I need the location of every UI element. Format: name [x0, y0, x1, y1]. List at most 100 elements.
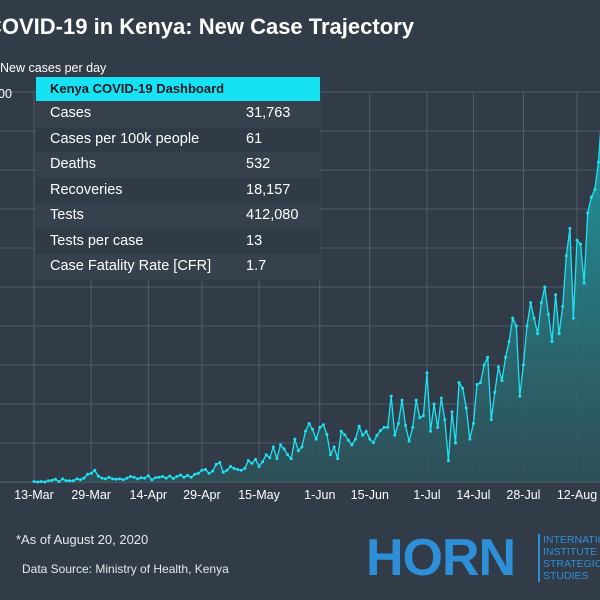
data-point: [39, 480, 43, 484]
data-point: [204, 468, 207, 471]
data-point: [193, 472, 197, 476]
data-point: [332, 445, 336, 449]
data-point: [161, 475, 165, 478]
data-point: [246, 459, 250, 463]
data-point: [107, 475, 111, 479]
data-point: [350, 443, 354, 447]
data-point: [103, 477, 107, 481]
data-point: [182, 475, 186, 479]
data-point: [82, 476, 86, 480]
data-point: [254, 457, 257, 461]
data-point: [211, 469, 215, 473]
data-point: [157, 475, 161, 479]
data-point: [143, 476, 147, 480]
data-point: [571, 316, 575, 320]
data-point: [196, 471, 200, 475]
data-point: [396, 422, 400, 425]
dashboard-row-value: 412,080: [246, 207, 299, 223]
dashboard-row-cases: Cases 31,763: [36, 101, 320, 127]
data-point: [311, 427, 315, 431]
y-axis-tick-label: 00: [0, 87, 12, 101]
dashboard-heading: Kenya COVID-19 Dashboard: [36, 77, 320, 101]
data-point: [289, 457, 293, 461]
dashboard-row-label: Recoveries: [50, 181, 123, 198]
data-point: [207, 471, 211, 475]
dashboard-row-recoveries: Recoveries 18,157: [36, 177, 320, 203]
data-point: [425, 371, 429, 375]
data-point: [507, 340, 511, 344]
data-point: [518, 394, 522, 398]
x-tick-label: 15-May: [238, 488, 280, 502]
data-point: [561, 305, 565, 308]
data-point: [282, 447, 286, 451]
data-point: [511, 316, 515, 320]
data-point: [129, 475, 132, 478]
data-point: [354, 437, 357, 441]
data-point: [361, 433, 365, 437]
data-point: [568, 227, 572, 230]
x-tick-label: 29-Mar: [71, 488, 111, 502]
data-point: [111, 477, 115, 481]
data-point: [93, 468, 97, 472]
data-point: [61, 477, 65, 481]
dashboard-row-label: Case Fatality Rate [CFR]: [50, 258, 212, 274]
data-point: [525, 324, 529, 328]
data-point: [229, 464, 232, 468]
data-point: [536, 332, 540, 336]
data-point: [214, 462, 218, 466]
data-point: [539, 301, 543, 305]
data-point: [50, 478, 54, 482]
dashboard-row-value: 1.7: [246, 258, 267, 274]
data-point: [446, 459, 450, 463]
dashboard-row-cfr: Case Fatality Rate [CFR] 1.7: [36, 254, 320, 280]
dashboard-row-cases-per-100k: Cases per 100k people 61: [36, 126, 320, 152]
data-point: [504, 355, 508, 359]
data-point: [379, 429, 382, 432]
data-point: [429, 429, 432, 433]
data-point: [443, 418, 447, 422]
data-point: [336, 457, 340, 461]
data-point: [421, 414, 425, 418]
data-point: [89, 471, 93, 475]
data-point: [175, 475, 179, 478]
data-point: [357, 424, 361, 428]
data-point: [114, 477, 118, 481]
data-point: [264, 453, 268, 457]
data-point: [225, 468, 229, 472]
data-point: [546, 312, 550, 316]
data-point: [275, 457, 279, 461]
logo-subtitle-line: INSTITUTE F: [543, 546, 600, 558]
data-point: [521, 363, 525, 367]
data-point: [189, 475, 193, 479]
series-points: [32, 160, 600, 484]
data-point: [121, 478, 125, 482]
logo-word: HORN: [366, 529, 516, 587]
data-point: [404, 423, 407, 427]
data-point: [414, 398, 418, 402]
footnote: *As of August 20, 2020: [16, 532, 149, 547]
data-point: [136, 477, 140, 481]
dashboard-row-tests: Tests 412,080: [36, 203, 320, 229]
x-tick-label: 14-Jul: [456, 488, 490, 502]
data-point: [514, 324, 518, 328]
data-point: [457, 381, 461, 385]
data-point: [32, 480, 36, 484]
data-point: [582, 281, 586, 285]
data-point: [593, 188, 597, 191]
data-point: [532, 316, 536, 320]
data-point: [221, 470, 225, 474]
dashboard-row-tests-per-case: Tests per case 13: [36, 228, 320, 254]
data-point: [236, 468, 240, 471]
logo-subtitle: INTERNATIONAL INSTITUTE F STRATEGIC STUD…: [538, 534, 600, 582]
data-point: [589, 195, 593, 199]
data-point: [489, 418, 493, 422]
data-point: [286, 453, 290, 457]
x-tick-label: 12-Aug: [557, 488, 597, 502]
data-point: [200, 468, 204, 472]
data-point: [500, 379, 504, 383]
data-point: [86, 472, 90, 476]
data-point: [329, 453, 332, 457]
data-point: [232, 466, 236, 470]
data-point: [75, 477, 79, 481]
data-point: [482, 363, 486, 367]
